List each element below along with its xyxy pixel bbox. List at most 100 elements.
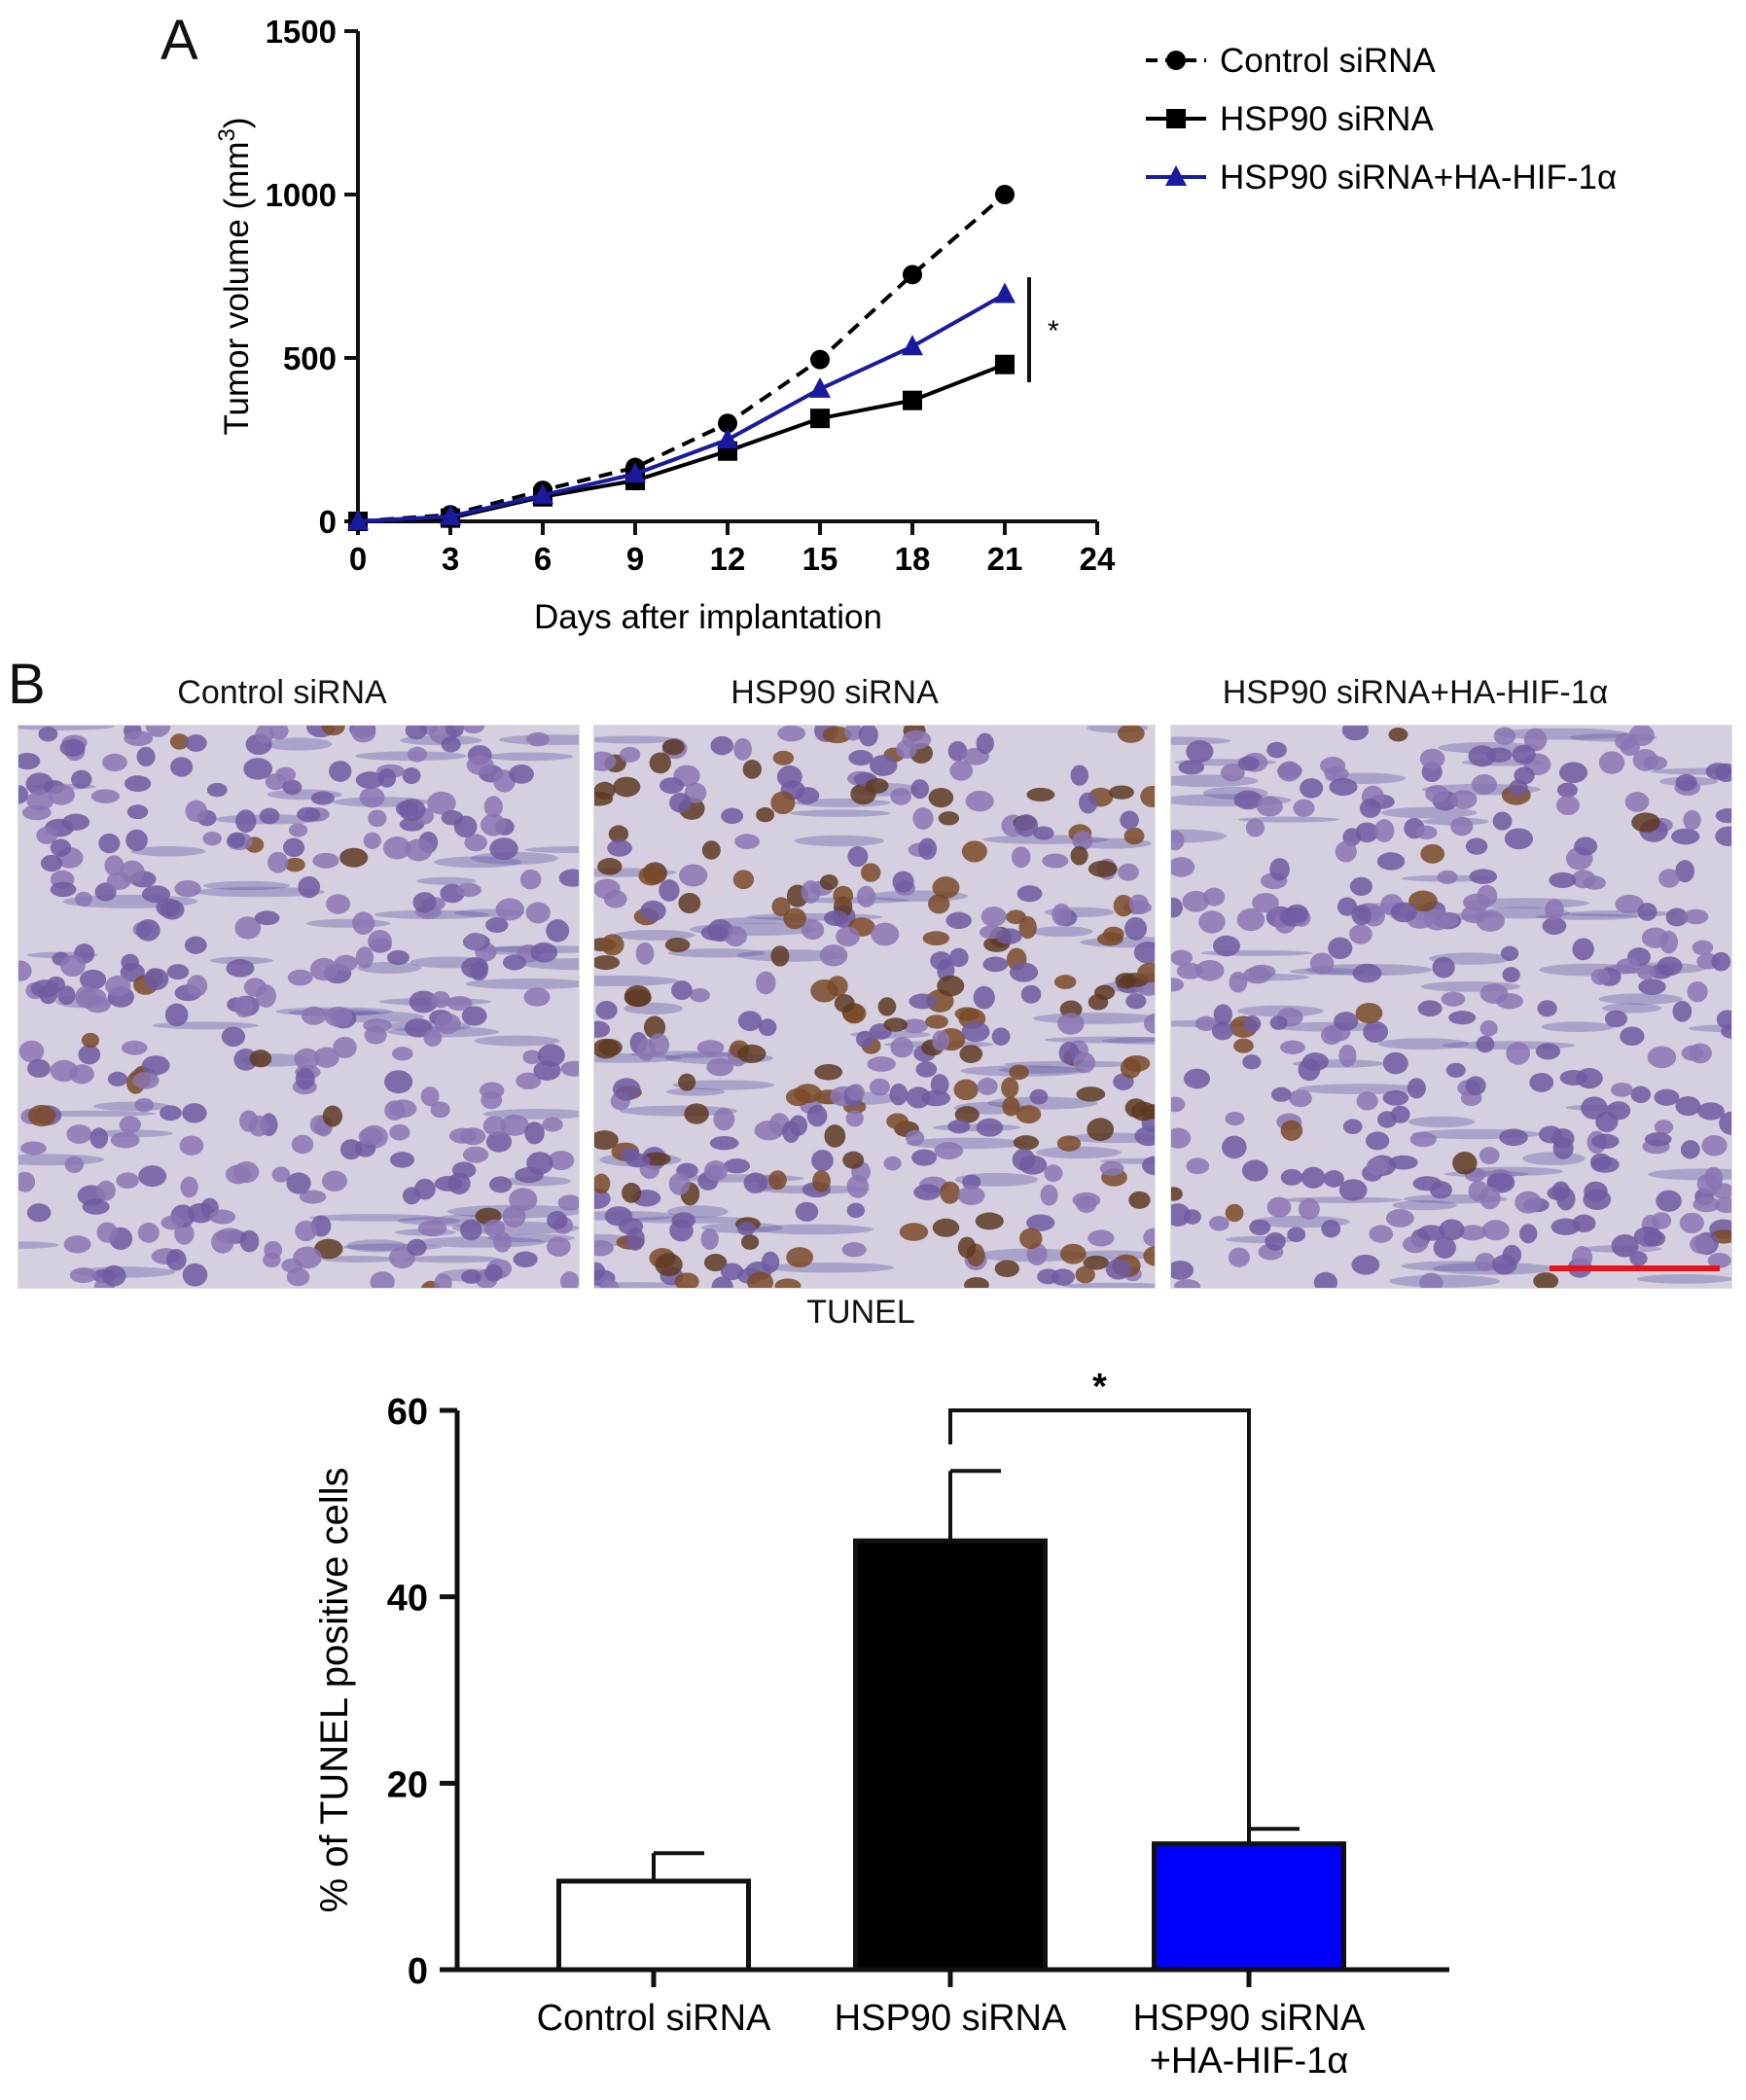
nucleus — [640, 900, 666, 922]
nucleus — [1499, 1128, 1528, 1147]
tunel-positive-nucleus — [1001, 1077, 1019, 1099]
nucleus — [930, 1074, 949, 1095]
nucleus — [669, 793, 692, 813]
nucleus — [59, 954, 86, 978]
nucleus — [525, 902, 551, 924]
significance-bracket — [948, 1408, 1251, 1838]
nucleus — [132, 1072, 160, 1089]
x-tick-label: 18 — [895, 541, 931, 577]
nucleus — [1715, 826, 1731, 846]
nucleus — [721, 807, 744, 825]
tunel-positive-nucleus — [770, 945, 790, 967]
nucleus — [169, 757, 194, 777]
nucleus — [391, 1047, 413, 1061]
nucleus — [495, 898, 524, 921]
nucleus — [1506, 1042, 1531, 1065]
nucleus — [96, 1222, 118, 1243]
legend-marker — [1165, 165, 1187, 186]
nucleus — [526, 1152, 553, 1175]
nucleus — [542, 1117, 563, 1132]
nucleus — [1040, 1184, 1058, 1206]
nucleus — [519, 869, 542, 890]
nucleus — [945, 911, 972, 930]
tunel-positive-nucleus — [1388, 728, 1408, 742]
nucleus — [20, 1141, 47, 1156]
series-line — [357, 292, 1006, 523]
nucleus — [126, 804, 149, 820]
stroma-fiber — [754, 1224, 873, 1235]
nucleus — [949, 947, 969, 968]
nucleus — [455, 882, 481, 898]
nucleus — [1352, 963, 1382, 983]
tunel-positive-nucleus — [1137, 962, 1155, 982]
tunel-positive-nucleus — [937, 975, 965, 997]
nucleus — [134, 1097, 155, 1113]
nucleus — [743, 1172, 768, 1193]
nucleus — [1208, 1216, 1229, 1231]
nucleus — [301, 1006, 327, 1025]
stroma-fiber — [416, 876, 477, 885]
nucleus — [1125, 993, 1147, 1010]
nucleus — [160, 1215, 185, 1230]
nucleus — [823, 909, 849, 927]
nucleus — [124, 775, 152, 793]
nucleus — [179, 1135, 204, 1156]
stroma-fiber — [794, 835, 884, 847]
nucleus — [282, 837, 305, 858]
nucleus — [407, 746, 428, 763]
nucleus — [1171, 857, 1195, 877]
nucleus — [166, 964, 190, 980]
stroma-fiber — [524, 846, 579, 854]
micro-title-control: Control siRNA — [177, 674, 387, 711]
nucleus — [558, 869, 579, 887]
nucleus — [1178, 760, 1205, 775]
tunel-positive-nucleus — [940, 1181, 960, 1204]
stroma-fiber — [451, 1221, 579, 1235]
tunel-positive-nucleus — [771, 897, 791, 916]
tunel-positive-nucleus — [747, 1271, 774, 1288]
nucleus — [1143, 1228, 1155, 1247]
nucleus — [1044, 1164, 1063, 1183]
tunel-positive-nucleus — [1026, 787, 1055, 802]
nucleus — [38, 726, 58, 742]
nucleus — [1576, 1068, 1603, 1089]
tunel-positive-nucleus — [1070, 845, 1088, 866]
nucleus — [1552, 1137, 1574, 1159]
tunel-positive-nucleus — [954, 1007, 980, 1021]
nucleus — [1581, 1096, 1608, 1120]
data-point — [810, 409, 830, 429]
tunel-positive-nucleus — [613, 776, 641, 798]
nucleus — [462, 726, 485, 734]
tunel-positive-nucleus — [833, 885, 854, 906]
stroma-fiber — [1035, 1146, 1122, 1159]
nucleus — [182, 1263, 208, 1287]
nucleus — [18, 1171, 36, 1192]
tunel-positive-nucleus — [1117, 726, 1145, 743]
tunel-positive-nucleus — [964, 1277, 989, 1288]
nucleus — [1079, 792, 1098, 814]
nucleus — [1042, 853, 1069, 869]
stroma-fiber — [790, 809, 891, 817]
nucleus — [1584, 1181, 1608, 1202]
nucleus — [1020, 984, 1042, 1004]
nucleus — [1186, 740, 1214, 764]
series-1 — [348, 354, 1015, 531]
nucleus — [143, 968, 169, 991]
nucleus — [1571, 870, 1596, 889]
nucleus — [892, 871, 914, 893]
nucleus — [180, 1176, 198, 1198]
nucleus — [890, 1037, 914, 1058]
nucleus — [1341, 726, 1370, 741]
nucleus — [961, 1021, 990, 1043]
nucleus — [105, 975, 131, 997]
nucleus — [1440, 912, 1459, 928]
nucleus — [1385, 1208, 1414, 1228]
nucleus — [225, 1164, 252, 1185]
nucleus — [1349, 876, 1372, 896]
nucleus — [700, 924, 730, 942]
tunel-positive-nucleus — [928, 894, 950, 914]
nucleus — [594, 1240, 614, 1257]
tunel-positive-nucleus — [249, 1050, 272, 1068]
nucleus — [1256, 796, 1283, 817]
tunel-positive-nucleus — [883, 1017, 909, 1032]
